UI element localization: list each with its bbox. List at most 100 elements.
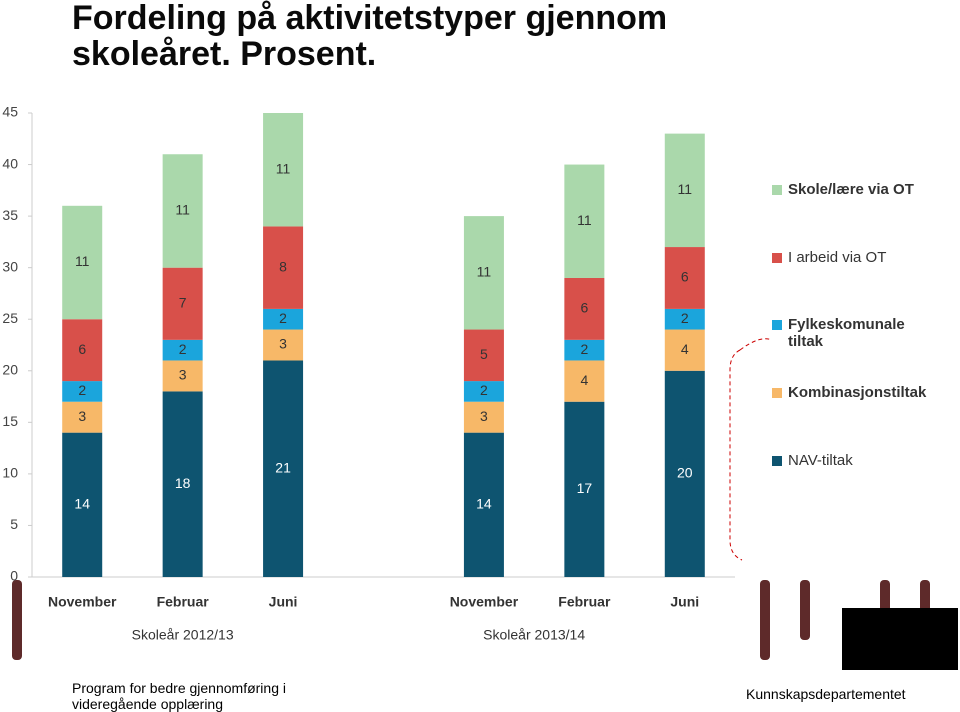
y-tick-label: 0: [10, 568, 18, 584]
y-tick-label: 45: [2, 104, 18, 120]
bar-segment: [62, 205, 103, 320]
x-tick-label: November: [450, 594, 519, 610]
bar-segment: [263, 360, 304, 577]
logo: [842, 608, 958, 670]
bar-segment: [664, 370, 705, 577]
data-label: 4: [580, 372, 588, 388]
legend-label: Kombinasjonstiltak: [788, 384, 927, 401]
data-label: 2: [681, 310, 689, 326]
bar-segment: [62, 319, 103, 382]
legend-swatch: [772, 253, 782, 263]
x-tick-label: Februar: [157, 594, 210, 610]
legend-entry: I arbeid via OT: [772, 249, 922, 266]
legend-label: Skole/lære via OT: [788, 181, 914, 198]
bar-segment: [463, 329, 504, 382]
data-label: 6: [78, 341, 86, 357]
chart-title: Fordeling på aktivitetstyper gjennom sko…: [72, 0, 668, 73]
y-tick-label: 20: [2, 361, 18, 377]
data-label: 11: [477, 264, 492, 280]
data-label: 6: [580, 300, 588, 316]
bar-segment: [664, 133, 705, 248]
y-tick-label: 40: [2, 155, 18, 171]
data-label: 2: [580, 341, 588, 357]
bar-segment: [463, 401, 504, 433]
footer-right: Kunnskapsdepartementet: [746, 686, 906, 702]
data-label: 14: [476, 496, 492, 512]
data-label: 8: [279, 258, 287, 274]
legend-label: NAV-tiltak: [788, 452, 853, 469]
bar-segment: [564, 164, 605, 278]
data-label: 3: [279, 336, 287, 352]
data-label: 2: [78, 382, 86, 398]
bar-segment: [564, 360, 605, 402]
legend-entry: Fylkeskomunale tiltak: [772, 316, 922, 350]
legend-entry: Kombinasjonstiltak: [772, 384, 926, 401]
y-tick-label: 30: [2, 258, 18, 274]
bar-segment: [463, 216, 504, 330]
legend-swatch: [772, 320, 782, 330]
x-tick-label: Juni: [269, 594, 298, 610]
data-label: 18: [175, 475, 191, 491]
y-tick-label: 25: [2, 310, 18, 326]
data-label: 2: [480, 382, 488, 398]
data-label: 2: [179, 341, 187, 357]
data-label: 3: [480, 408, 488, 424]
bar-segment: [263, 113, 304, 227]
data-label: 3: [179, 367, 187, 383]
legend-entry: NAV-tiltak: [772, 452, 922, 469]
bar-segment: [664, 247, 705, 309]
y-tick-label: 35: [2, 207, 18, 223]
y-tick-label: 5: [10, 516, 18, 532]
bar-segment: [62, 432, 103, 577]
group-label: Skoleår 2012/13: [132, 627, 234, 643]
data-label: 14: [74, 496, 90, 512]
legend-swatch: [772, 185, 782, 195]
bar-segment: [263, 308, 304, 330]
data-label: 7: [179, 294, 187, 310]
data-label: 11: [175, 202, 190, 218]
bracket: [729, 338, 773, 561]
data-label: 20: [677, 465, 693, 481]
bar-segment: [162, 391, 203, 577]
data-label: 11: [276, 160, 291, 176]
data-label: 3: [78, 408, 86, 424]
bar-segment: [162, 267, 203, 340]
bar-segment: [564, 339, 605, 361]
legend-entry: Skole/lære via OT: [772, 181, 922, 198]
bar-segment: [62, 381, 103, 402]
bar-segment: [463, 381, 504, 402]
decoration: [12, 580, 930, 660]
group-label: Skoleår 2013/14: [483, 627, 585, 643]
data-label: 21: [275, 459, 291, 475]
data-label: 4: [681, 341, 689, 357]
bar-segment: [162, 154, 203, 268]
data-label: 5: [480, 346, 488, 362]
bar-segment: [463, 432, 504, 577]
bar-segment: [62, 401, 103, 433]
legend-label: Fylkeskomunale tiltak: [788, 316, 905, 350]
data-label: 11: [577, 212, 592, 228]
data-label: 11: [678, 181, 693, 197]
x-tick-label: Juni: [670, 594, 699, 610]
footer-left: Program for bedre gjennomføring i videre…: [72, 680, 286, 712]
bar-segment: [564, 277, 605, 340]
bar-segment: [664, 308, 705, 330]
y-tick-label: 10: [2, 465, 18, 481]
bar-segment: [664, 329, 705, 371]
legend-label: I arbeid via OT: [788, 249, 887, 266]
bar-segment: [263, 226, 304, 309]
legend-swatch: [772, 456, 782, 466]
bar-segment: [162, 339, 203, 361]
y-tick-label: 15: [2, 413, 18, 429]
bar-segment: [263, 329, 304, 361]
legend-swatch: [772, 388, 782, 398]
bar-segment: [162, 360, 203, 392]
data-label: 6: [681, 269, 689, 285]
data-label: 17: [577, 480, 593, 496]
data-label: 11: [75, 253, 90, 269]
bar-segment: [564, 401, 605, 577]
x-tick-label: November: [48, 594, 117, 610]
data-label: 2: [279, 310, 287, 326]
